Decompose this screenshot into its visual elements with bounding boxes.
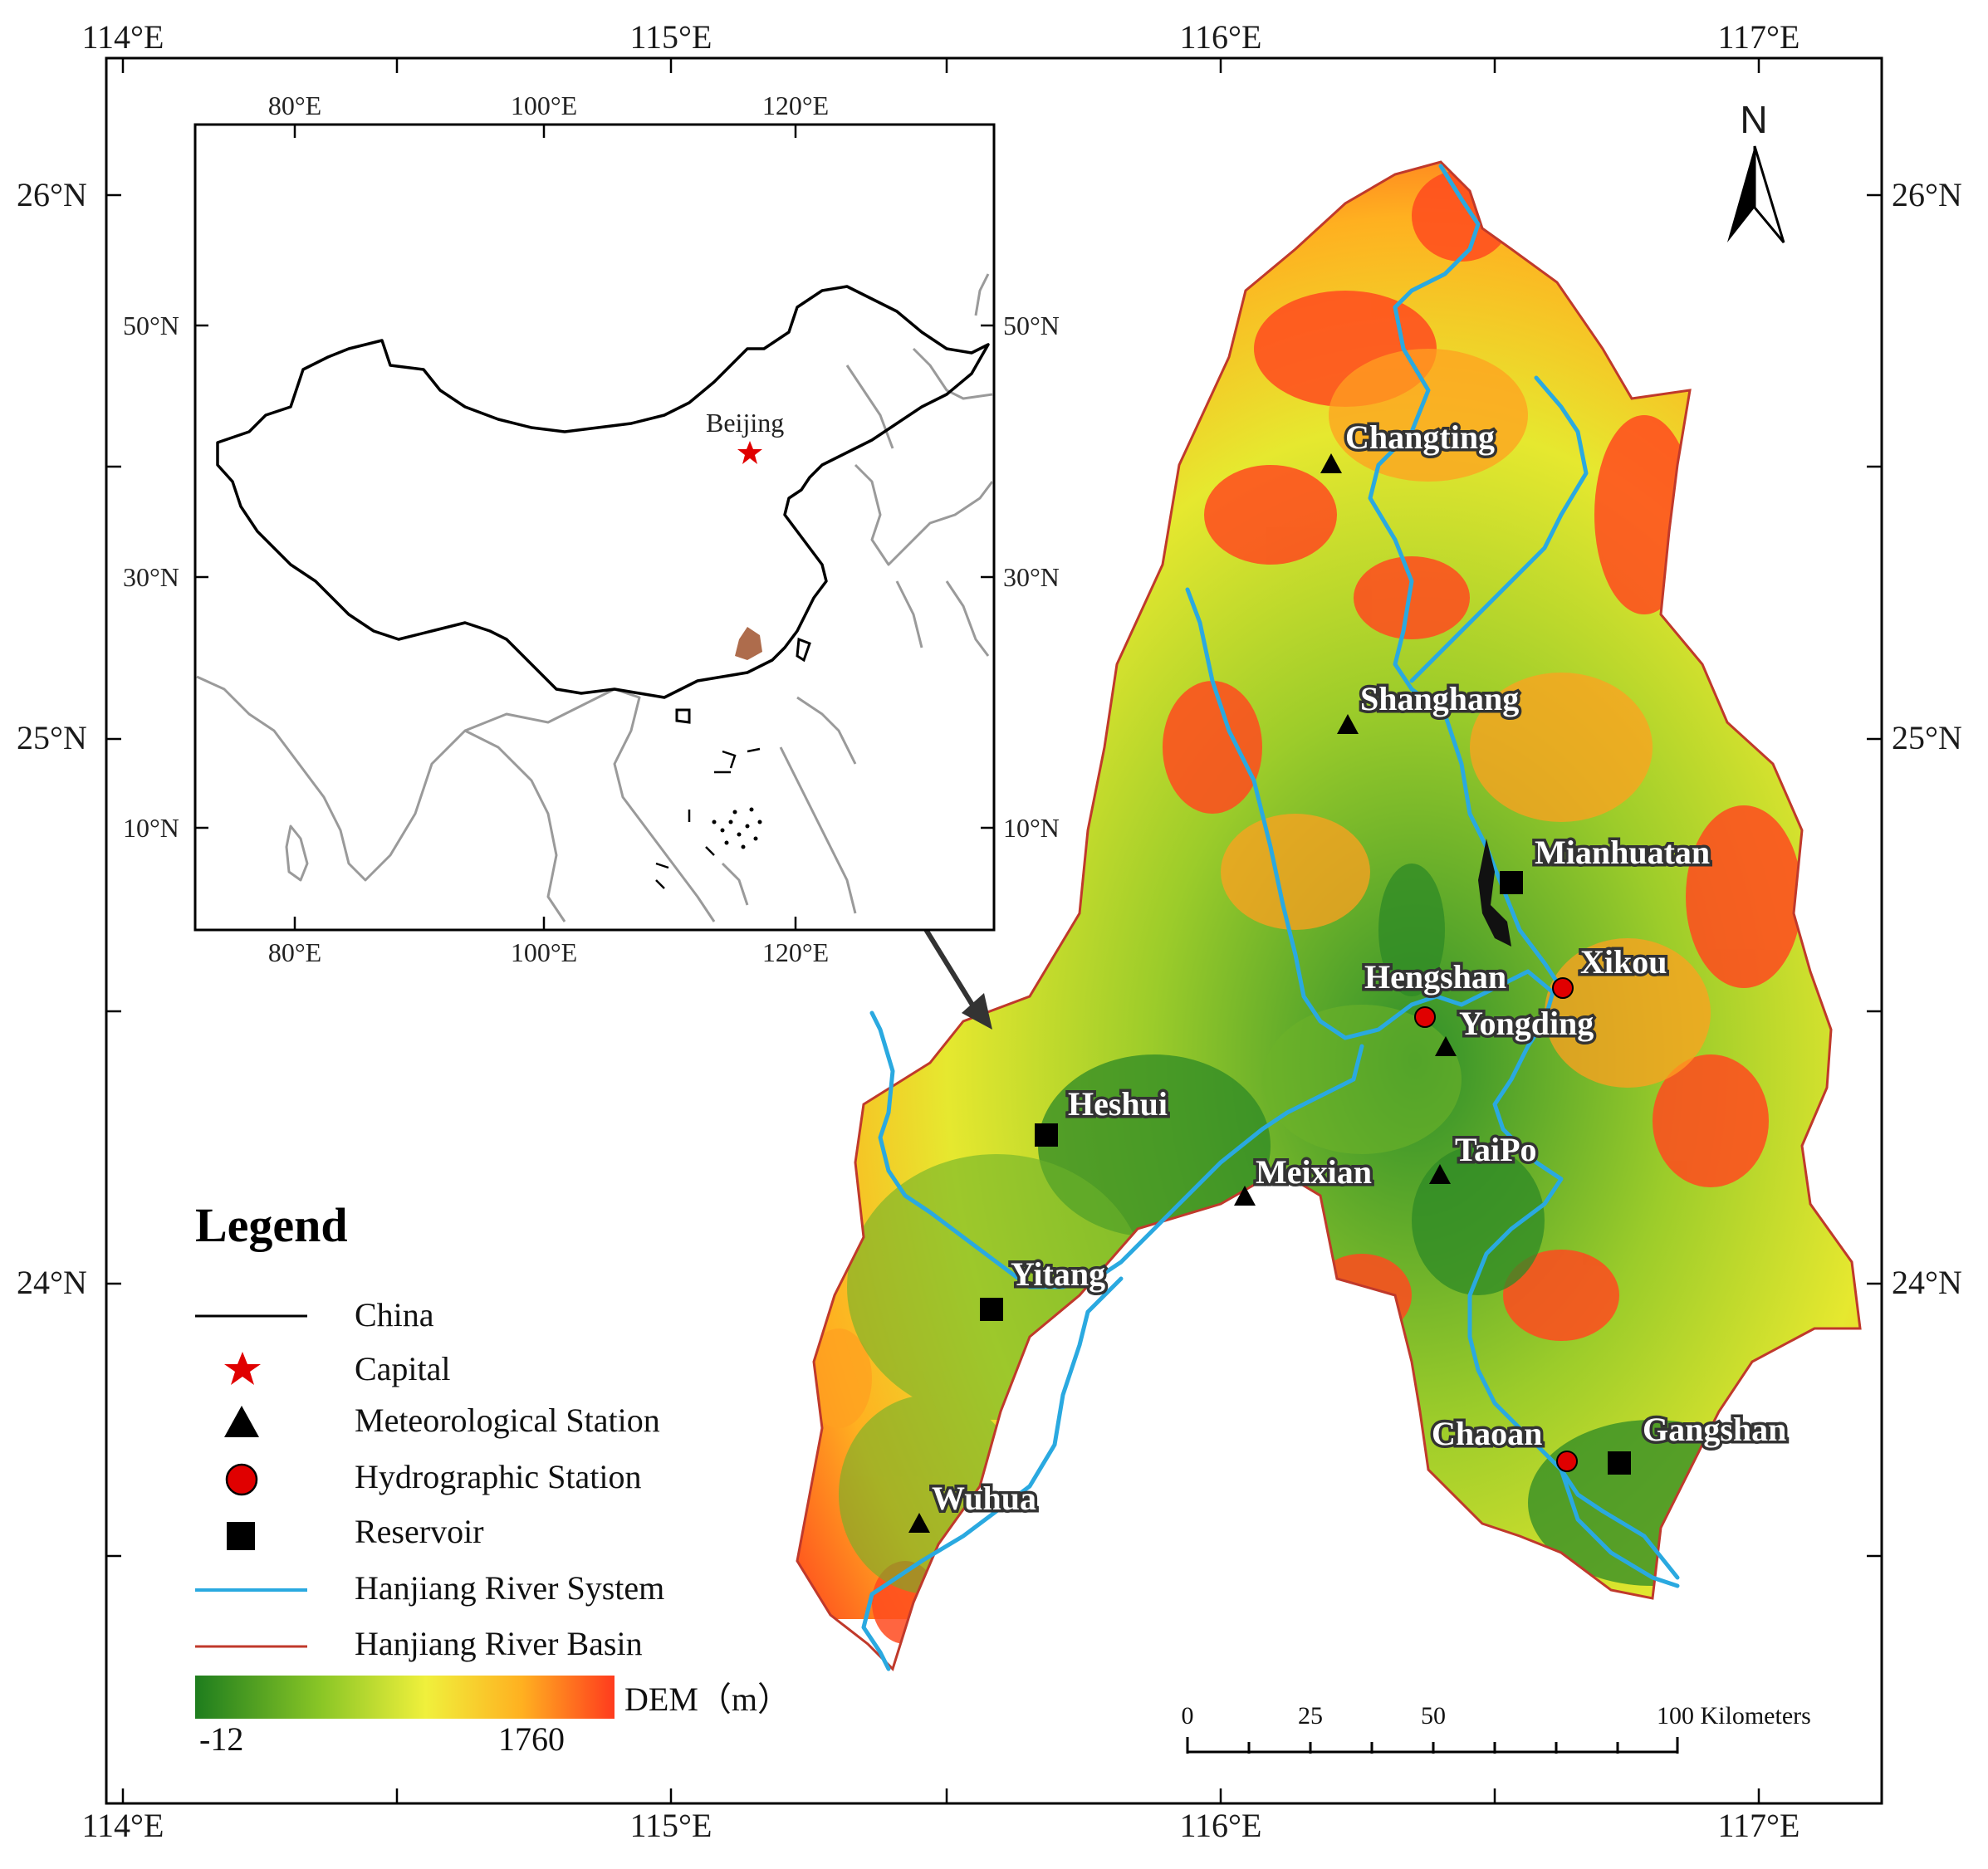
label-mianhuatan: Mianhuatan <box>1535 834 1710 871</box>
legend-basin-label: Hanjiang River Basin <box>355 1625 643 1662</box>
north-label: N <box>1740 98 1767 141</box>
legend-capital-label: Capital <box>355 1350 451 1387</box>
meteorological-stations <box>908 453 1457 1533</box>
legend-meteorological-label: Meteorological Station <box>355 1402 660 1439</box>
legend-square-icon <box>227 1522 255 1550</box>
hydrographic-stations <box>1414 977 1578 1472</box>
legend-river-label: Hanjiang River System <box>355 1569 664 1607</box>
lat-labels-right: 26°N 25°N 24°N <box>1892 176 1962 1301</box>
shanghang-station-marker <box>1337 714 1359 734</box>
legend-china-label: China <box>355 1296 434 1333</box>
lon-label: 116°E <box>1180 18 1262 56</box>
mianhuatan-reservoir-water <box>1478 839 1511 947</box>
scale-label: 0 <box>1182 1702 1194 1730</box>
scale-label: 50 <box>1421 1702 1446 1730</box>
capital-label: Beijing <box>706 408 784 438</box>
label-wuhua: Wuhua <box>932 1480 1036 1517</box>
scale-label: 100 Kilometers <box>1657 1702 1811 1730</box>
north-arrow: N <box>1727 98 1785 243</box>
inset-lat-label: 10°N <box>123 813 179 843</box>
label-gangshan: Gangshan <box>1643 1411 1786 1448</box>
scale-label: 25 <box>1298 1702 1323 1730</box>
map-frame <box>105 56 1883 1805</box>
lat-label: 26°N <box>1892 176 1962 213</box>
label-yitang: Yitang <box>1011 1255 1105 1293</box>
inset-lon-label: 80°E <box>268 91 321 120</box>
legend-triangle-icon <box>224 1406 259 1437</box>
legend-capital-star-icon <box>224 1352 261 1385</box>
label-meixian: Meixian <box>1256 1153 1372 1191</box>
dem-color-ramp <box>195 1676 615 1719</box>
inset-lat-label: 50°N <box>123 311 179 340</box>
lon-label: 115°E <box>630 1807 712 1844</box>
meixian-station-marker <box>1234 1186 1256 1206</box>
inset-lon-label: 120°E <box>762 91 829 120</box>
lat-label: 24°N <box>17 1264 87 1301</box>
label-shanghang: Shanghang <box>1360 680 1519 717</box>
taipo-station-marker <box>1429 1164 1451 1184</box>
label-chaoan: Chaoan <box>1432 1415 1542 1452</box>
inset-lon-label: 100°E <box>511 91 577 120</box>
label-taipo: TaiPo <box>1455 1131 1537 1168</box>
lon-labels-top: 114°E 115°E 116°E 117°E <box>82 18 1800 56</box>
china-outline <box>216 285 990 699</box>
legend-reservoir-label: Reservoir <box>355 1513 484 1550</box>
frame-ticks <box>106 58 1882 1803</box>
reservoirs <box>980 871 1631 1475</box>
heshui-reservoir-marker <box>1035 1123 1058 1147</box>
inset-lon-label: 80°E <box>268 937 321 967</box>
xikou-station-marker <box>1552 977 1574 999</box>
lat-label: 25°N <box>1892 719 1962 756</box>
wuhua-station-marker <box>908 1513 930 1533</box>
lat-labels-left: 26°N 25°N 24°N <box>17 176 87 1301</box>
chaoan-station-marker <box>1556 1451 1578 1472</box>
label-xikou: Xikou <box>1580 943 1667 981</box>
inset-lat-label: 30°N <box>1003 562 1060 592</box>
lon-label: 117°E <box>1718 18 1800 56</box>
lon-label: 115°E <box>630 18 712 56</box>
lat-label: 26°N <box>17 176 87 213</box>
lon-label: 114°E <box>82 18 164 56</box>
inset-map: 80°E 100°E 120°E 80°E 100°E 120°E 50°N 3… <box>123 91 1060 967</box>
place-labels: Changting Shanghang Mianhuatan Hengshan … <box>929 416 1790 1520</box>
mianhuatan-reservoir-marker <box>1500 871 1523 894</box>
gangshan-reservoir-marker <box>1608 1451 1631 1475</box>
inset-lat-label: 30°N <box>123 562 179 592</box>
dem-max-label: 1760 <box>498 1720 565 1758</box>
lon-label: 114°E <box>82 1807 164 1844</box>
lon-labels-bottom: 114°E 115°E 116°E 117°E <box>82 1807 1800 1844</box>
label-hengshan: Hengshan <box>1364 958 1506 996</box>
lat-label: 24°N <box>1892 1264 1962 1301</box>
basin-outline <box>796 160 1862 1671</box>
capital-star-icon <box>737 441 762 464</box>
dem-min-label: -12 <box>199 1720 243 1758</box>
inset-lat-label: 50°N <box>1003 311 1060 340</box>
dem-label: DEM（m） <box>624 1681 791 1718</box>
changting-station-marker <box>1320 453 1342 473</box>
inset-lon-label: 100°E <box>511 937 577 967</box>
lon-label: 116°E <box>1180 1807 1262 1844</box>
inset-study-area <box>735 627 762 660</box>
legend-hydrographic-label: Hydrographic Station <box>355 1458 642 1495</box>
inset-lon-label: 120°E <box>762 937 829 967</box>
legend-circle-icon <box>225 1463 258 1496</box>
inset-lat-label: 10°N <box>1003 813 1060 843</box>
label-heshui: Heshui <box>1068 1085 1168 1123</box>
lat-label: 25°N <box>17 719 87 756</box>
lon-label: 117°E <box>1718 1807 1800 1844</box>
yongding-station-marker <box>1435 1036 1457 1056</box>
label-yongding: Yongding <box>1459 1005 1594 1042</box>
legend-title: Legend <box>195 1198 348 1252</box>
scale-bar: 0 25 50 100 Kilometers <box>1182 1702 1811 1754</box>
yitang-reservoir-marker <box>980 1298 1003 1321</box>
legend: Legend China Capital Meteorological Stat… <box>195 1198 791 1758</box>
label-changting: Changting <box>1345 418 1495 456</box>
hengshan-station-marker <box>1414 1006 1436 1028</box>
